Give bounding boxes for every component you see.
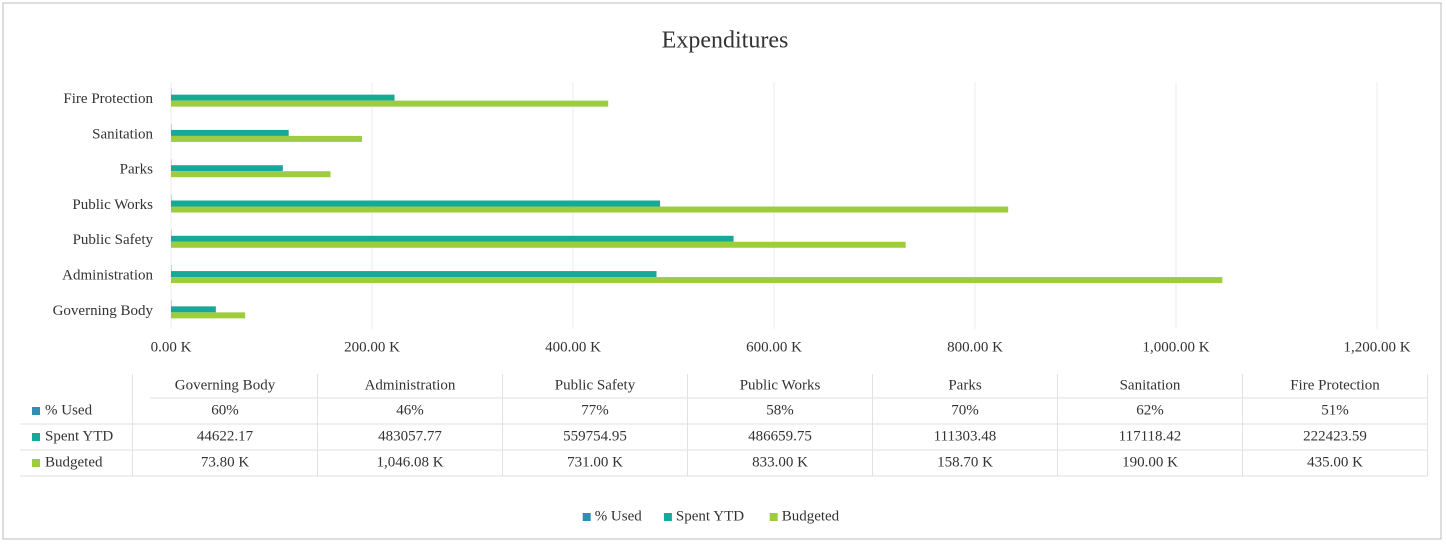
table-legend-key xyxy=(32,407,40,415)
table-header: Public Works xyxy=(740,377,821,393)
table-row-label: Budgeted xyxy=(45,454,103,470)
x-tick-label: 0.00 K xyxy=(151,339,192,355)
table-cell: 58% xyxy=(766,402,794,418)
x-tick-label: 800.00 K xyxy=(947,339,1003,355)
table-cell: 483057.77 xyxy=(378,428,442,444)
bar xyxy=(171,312,245,318)
table-cell: 222423.59 xyxy=(1303,428,1367,444)
table-cell: 51% xyxy=(1321,402,1349,418)
bar xyxy=(171,165,283,171)
table-cell: 117118.42 xyxy=(1119,428,1182,444)
table-cell: 833.00 K xyxy=(752,454,808,470)
table-header: Governing Body xyxy=(175,377,276,393)
table-header: Administration xyxy=(365,377,456,393)
table-cell: 158.70 K xyxy=(937,454,993,470)
table-cell: 73.80 K xyxy=(201,454,250,470)
y-tick-label: Administration xyxy=(62,268,153,284)
legend-label: Spent YTD xyxy=(676,508,744,524)
bar xyxy=(171,201,660,207)
bar xyxy=(171,130,289,136)
bar xyxy=(171,136,362,142)
table-header: Fire Protection xyxy=(1290,377,1380,393)
bar xyxy=(171,207,1008,213)
table-cell: 111303.48 xyxy=(934,428,997,444)
table-cell: 1,046.08 K xyxy=(376,454,443,470)
x-tick-label: 1,200.00 K xyxy=(1343,339,1410,355)
legend-label: % Used xyxy=(595,508,643,524)
bar xyxy=(171,271,656,277)
bar xyxy=(171,306,216,312)
x-tick-label: 600.00 K xyxy=(746,339,802,355)
x-tick-label: 1,000.00 K xyxy=(1142,339,1209,355)
y-tick-label: Parks xyxy=(120,162,153,178)
bar xyxy=(171,277,1222,283)
table-cell: 44622.17 xyxy=(197,428,254,444)
table-cell: 46% xyxy=(396,402,424,418)
legend-swatch xyxy=(583,513,591,521)
table-cell: 60% xyxy=(211,402,239,418)
table-cell: 731.00 K xyxy=(567,454,623,470)
table-cell: 70% xyxy=(951,402,979,418)
bar xyxy=(171,236,734,242)
x-tick-label: 200.00 K xyxy=(344,339,400,355)
legend-swatch xyxy=(664,513,672,521)
table-cell: 486659.75 xyxy=(748,428,812,444)
bar xyxy=(171,171,330,177)
legend-label: Budgeted xyxy=(782,508,840,524)
table-header: Sanitation xyxy=(1120,377,1181,393)
table-legend-key xyxy=(32,433,40,441)
x-tick-label: 400.00 K xyxy=(545,339,601,355)
y-tick-label: Governing Body xyxy=(53,303,154,319)
chart-title: Expenditures xyxy=(662,28,789,54)
table-row-label: Spent YTD xyxy=(45,428,113,444)
table-header: Public Safety xyxy=(555,377,636,393)
table-cell: 190.00 K xyxy=(1122,454,1178,470)
table-cell: 62% xyxy=(1136,402,1164,418)
y-tick-label: Sanitation xyxy=(92,126,153,142)
table-legend-key xyxy=(32,459,40,467)
bar xyxy=(171,242,906,248)
legend-swatch xyxy=(770,513,778,521)
bar xyxy=(171,101,608,107)
table-cell: 559754.95 xyxy=(563,428,627,444)
bar xyxy=(171,95,395,101)
y-tick-label: Public Safety xyxy=(73,232,154,248)
table-row-label: % Used xyxy=(45,402,93,418)
y-tick-label: Public Works xyxy=(72,197,153,213)
table-cell: 435.00 K xyxy=(1307,454,1363,470)
table-header: Parks xyxy=(948,377,981,393)
table-cell: 77% xyxy=(581,402,609,418)
y-tick-label: Fire Protection xyxy=(63,91,153,107)
